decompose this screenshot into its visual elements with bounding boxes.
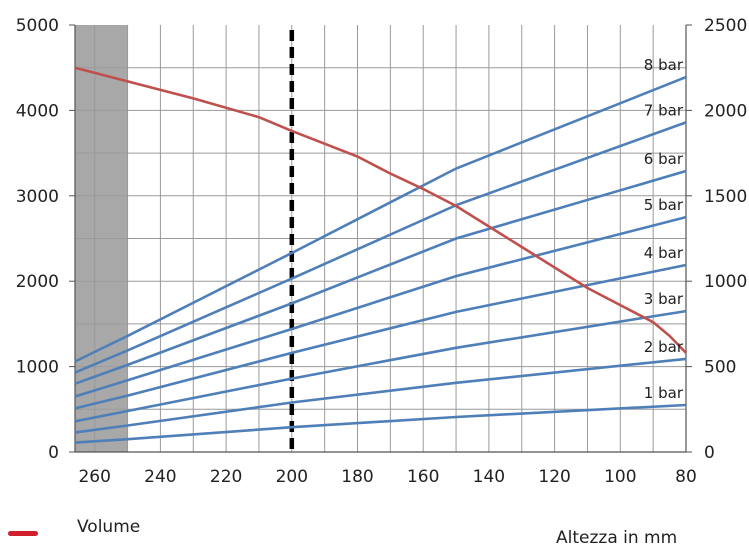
- series-label-7-bar: 7 bar: [644, 101, 684, 119]
- legend-volume-swatch: [8, 531, 38, 536]
- x-tick-label: 160: [407, 467, 439, 487]
- y-tick-label-left: 1000: [16, 358, 59, 378]
- y-tick-label-right: 0: [704, 443, 715, 463]
- y-tick-label-left: 0: [48, 443, 59, 463]
- series-line-7-bar: [74, 121, 687, 374]
- series-line-8-bar: [74, 75, 687, 363]
- y-tick-label-left: 3000: [16, 187, 59, 207]
- y-tick-label-right: 500: [704, 358, 736, 378]
- y-tick-label-right: 1000: [704, 272, 747, 292]
- series-label-5-bar: 5 bar: [644, 196, 684, 214]
- y-tick-label-left: 5000: [16, 16, 59, 36]
- series-label-4-bar: 4 bar: [644, 244, 684, 262]
- series-label-3-bar: 3 bar: [644, 290, 684, 308]
- series-line-volume: [74, 66, 687, 354]
- series-line-1-bar: [74, 403, 687, 444]
- series-line-6-bar: [74, 169, 687, 385]
- x-tick-label: 200: [276, 467, 308, 487]
- x-tick-label: 140: [473, 467, 505, 487]
- y-tick-label-right: 2500: [704, 16, 747, 36]
- series-line-2-bar: [74, 357, 687, 434]
- y-tick-label-left: 4000: [16, 101, 59, 121]
- x-tick-label: 80: [675, 467, 697, 487]
- y-tick-label-right: 1500: [704, 187, 747, 207]
- x-tick-label: 180: [341, 467, 373, 487]
- y-tick-label-left: 2000: [16, 272, 59, 292]
- x-tick-label: 240: [144, 467, 176, 487]
- series-line-4-bar: [74, 263, 687, 410]
- series-label-8-bar: 8 bar: [644, 56, 684, 74]
- x-tick-label: 120: [538, 467, 570, 487]
- series-label-2-bar: 2 bar: [644, 338, 684, 356]
- y-tick-label-right: 2000: [704, 101, 747, 121]
- series-line-5-bar: [74, 215, 687, 398]
- x-tick-label: 260: [78, 467, 110, 487]
- x-axis-label: Altezza in mm: [556, 528, 678, 548]
- legend-volume-label: Volume: [77, 517, 141, 537]
- x-tick-label: 100: [604, 467, 636, 487]
- series-line-3-bar: [74, 309, 687, 423]
- x-tick-label: 220: [210, 467, 242, 487]
- series-label-1-bar: 1 bar: [644, 384, 684, 402]
- series-label-6-bar: 6 bar: [644, 150, 684, 168]
